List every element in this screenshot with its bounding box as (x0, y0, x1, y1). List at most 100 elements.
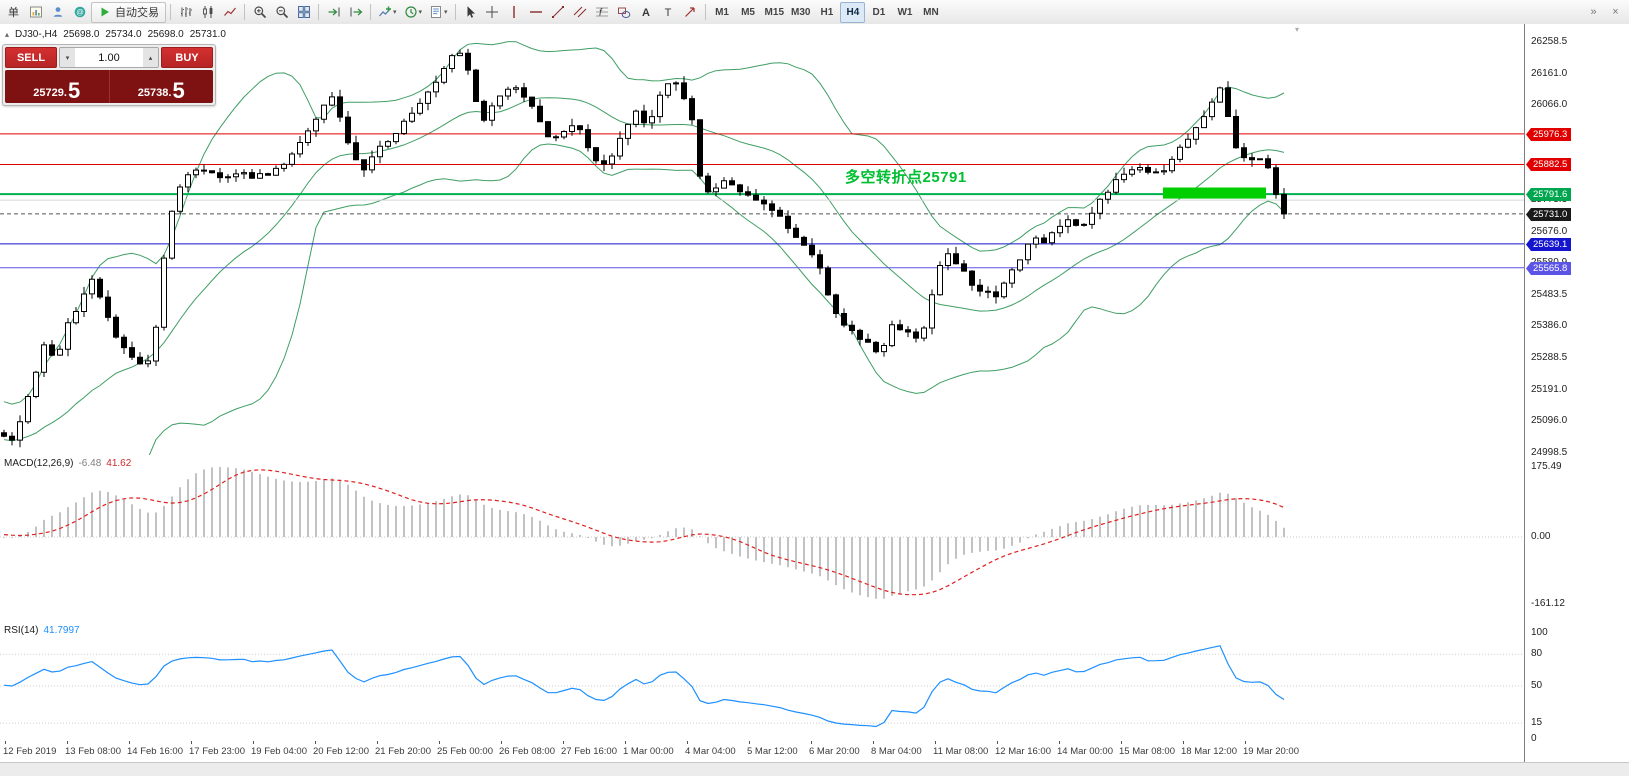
toolbar-separator (704, 4, 706, 20)
chart-annotation: 多空转折点25791 (845, 169, 967, 186)
sell-price-display[interactable]: 25729. 5 (5, 70, 109, 103)
rsi-axis-label: 0 (1531, 733, 1537, 744)
price-axis[interactable]: 26258.526161.026066.025968.525871.025773… (1524, 24, 1629, 762)
chart-shift-button[interactable] (345, 2, 366, 23)
buy-button[interactable]: BUY (161, 47, 213, 68)
rsi-label: RSI(14) (4, 625, 39, 636)
time-axis-label: 8 Mar 04:00 (871, 746, 922, 757)
price-axis-label: 24998.5 (1531, 447, 1568, 458)
metaquotes-button[interactable]: @ (69, 2, 90, 23)
rsi-axis-label: 50 (1531, 680, 1543, 691)
buy-price-display[interactable]: 25738. 5 (108, 70, 214, 103)
time-axis-label: 19 Mar 20:00 (1243, 746, 1299, 757)
label-button[interactable]: T (658, 2, 679, 23)
volume-decrease-button[interactable]: ▾ (60, 48, 75, 67)
rsi-panel[interactable]: RSI(14) 41.7997 (0, 623, 1524, 742)
main-toolbar: 单 @ 自动交易 ▾ ▾ ▾ f A T M1 M5 M15 M30 H1 H4 D1 W1 MN » × (0, 0, 1629, 25)
arrows-button[interactable] (680, 2, 701, 23)
buy-price-small: 25738. (137, 87, 172, 99)
vertical-line-button[interactable] (504, 2, 525, 23)
time-axis-label: 15 Mar 08:00 (1119, 746, 1175, 757)
autotrading-label: 自动交易 (115, 7, 159, 19)
macd-signal-value: 41.62 (106, 458, 132, 469)
time-axis[interactable]: 12 Feb 2019 13 Feb 08:00 14 Feb 16:00 17 Fe… (0, 741, 1524, 762)
price-chart-panel[interactable]: ▴ DJ30-,H4 25698.0 25734.0 25698.0 25731… (0, 24, 1524, 457)
timeframes-group: M1 M5 M15 M30 H1 H4 D1 W1 MN (710, 1, 944, 23)
candles (1, 48, 1287, 448)
templates-button[interactable]: ▾ (426, 2, 451, 23)
tile-windows-icon (297, 6, 310, 18)
zoom-in-button[interactable] (249, 2, 270, 23)
bar-chart-button[interactable] (175, 2, 196, 23)
main-chart-canvas[interactable] (0, 24, 1524, 455)
macd-panel[interactable]: MACD(12,26,9) -6.48 41.62 (0, 456, 1524, 624)
timeframe-d1-button[interactable]: D1 (866, 2, 891, 23)
timeframe-m15-button[interactable]: M15 (762, 2, 787, 23)
time-tick (563, 741, 564, 744)
sell-price-big: 5 (67, 78, 81, 103)
text-icon: A (642, 7, 650, 19)
fibonacci-icon: f (596, 7, 609, 19)
price-level-badge: 25731.0 (1526, 208, 1572, 221)
time-axis-label: 18 Mar 12:00 (1181, 746, 1237, 757)
volume-input[interactable]: 1.00 (98, 51, 120, 64)
dropdown-tools-group: ▾ ▾ ▾ (375, 2, 451, 23)
indicators-icon (379, 6, 391, 17)
auto-scroll-button[interactable] (323, 2, 344, 23)
green-zone-rect[interactable] (1163, 187, 1266, 199)
one-click-trading-panel: SELL ▾ 1.00 ▴ BUY 25729. 5 25738. (2, 44, 216, 106)
profiles-icon (53, 7, 62, 17)
timeframe-w1-button[interactable]: W1 (892, 2, 917, 23)
ohlc-high: 25734.0 (105, 29, 142, 40)
sell-button[interactable]: SELL (5, 47, 57, 68)
cursor-icon (467, 6, 476, 18)
channel-button[interactable] (570, 2, 591, 23)
macd-axis-label: 0.00 (1531, 531, 1551, 542)
price-level-badge: 25976.3 (1526, 128, 1572, 141)
zoom-in-icon (253, 6, 266, 19)
timeframe-m30-button[interactable]: M30 (788, 2, 813, 23)
time-tick (625, 741, 626, 744)
text-button[interactable]: A (636, 2, 657, 23)
fibonacci-button[interactable]: f (592, 2, 613, 23)
trendline-button[interactable] (548, 2, 569, 23)
price-axis-label: 25386.0 (1531, 320, 1568, 331)
zoom-group (249, 2, 314, 23)
time-axis-label: 11 Mar 08:00 (933, 746, 989, 757)
toolbar-overflow-icon[interactable]: » (1583, 2, 1604, 23)
periods-button[interactable]: ▾ (401, 2, 426, 23)
timeframe-mn-button[interactable]: MN (918, 2, 943, 23)
zoom-out-button[interactable] (271, 2, 292, 23)
price-axis-label: 26258.5 (1531, 36, 1568, 47)
candlestick-button[interactable] (197, 2, 218, 23)
indicators-button[interactable]: ▾ (375, 2, 400, 23)
chart-window-icon (29, 6, 42, 18)
rsi-axis-label: 100 (1531, 627, 1548, 638)
chart-window-button[interactable] (25, 2, 46, 23)
price-level-badge: 25882.5 (1526, 158, 1572, 171)
tile-windows-button[interactable] (293, 2, 314, 23)
timeframe-m1-button[interactable]: M1 (710, 2, 735, 23)
orders-button[interactable]: 单 (3, 2, 24, 23)
timeframe-m5-button[interactable]: M5 (736, 2, 761, 23)
toolbar-close-icon[interactable]: × (1605, 2, 1626, 23)
dropdown-arrow-icon: ▾ (393, 9, 397, 16)
volume-spinner: ▾ 1.00 ▴ (59, 47, 159, 68)
horizontal-line-button[interactable] (526, 2, 547, 23)
timeframe-h4-button[interactable]: H4 (840, 1, 866, 23)
price-axis-label: 25191.0 (1531, 384, 1568, 395)
timeframe-h1-button[interactable]: H1 (814, 2, 839, 23)
volume-increase-button[interactable]: ▴ (143, 48, 158, 67)
arrows-icon (685, 7, 695, 17)
line-chart-button[interactable] (219, 2, 240, 23)
cursor-button[interactable] (460, 2, 481, 23)
time-axis-label: 27 Feb 16:00 (561, 746, 617, 757)
time-axis-label: 5 Mar 12:00 (747, 746, 798, 757)
profiles-button[interactable] (47, 2, 68, 23)
shapes-button[interactable] (614, 2, 635, 23)
autotrading-button[interactable]: 自动交易 (91, 1, 166, 23)
trade-panel-collapse-icon[interactable]: ▴ (5, 30, 10, 39)
time-axis-label: 4 Mar 04:00 (685, 746, 736, 757)
crosshair-button[interactable] (482, 2, 503, 23)
